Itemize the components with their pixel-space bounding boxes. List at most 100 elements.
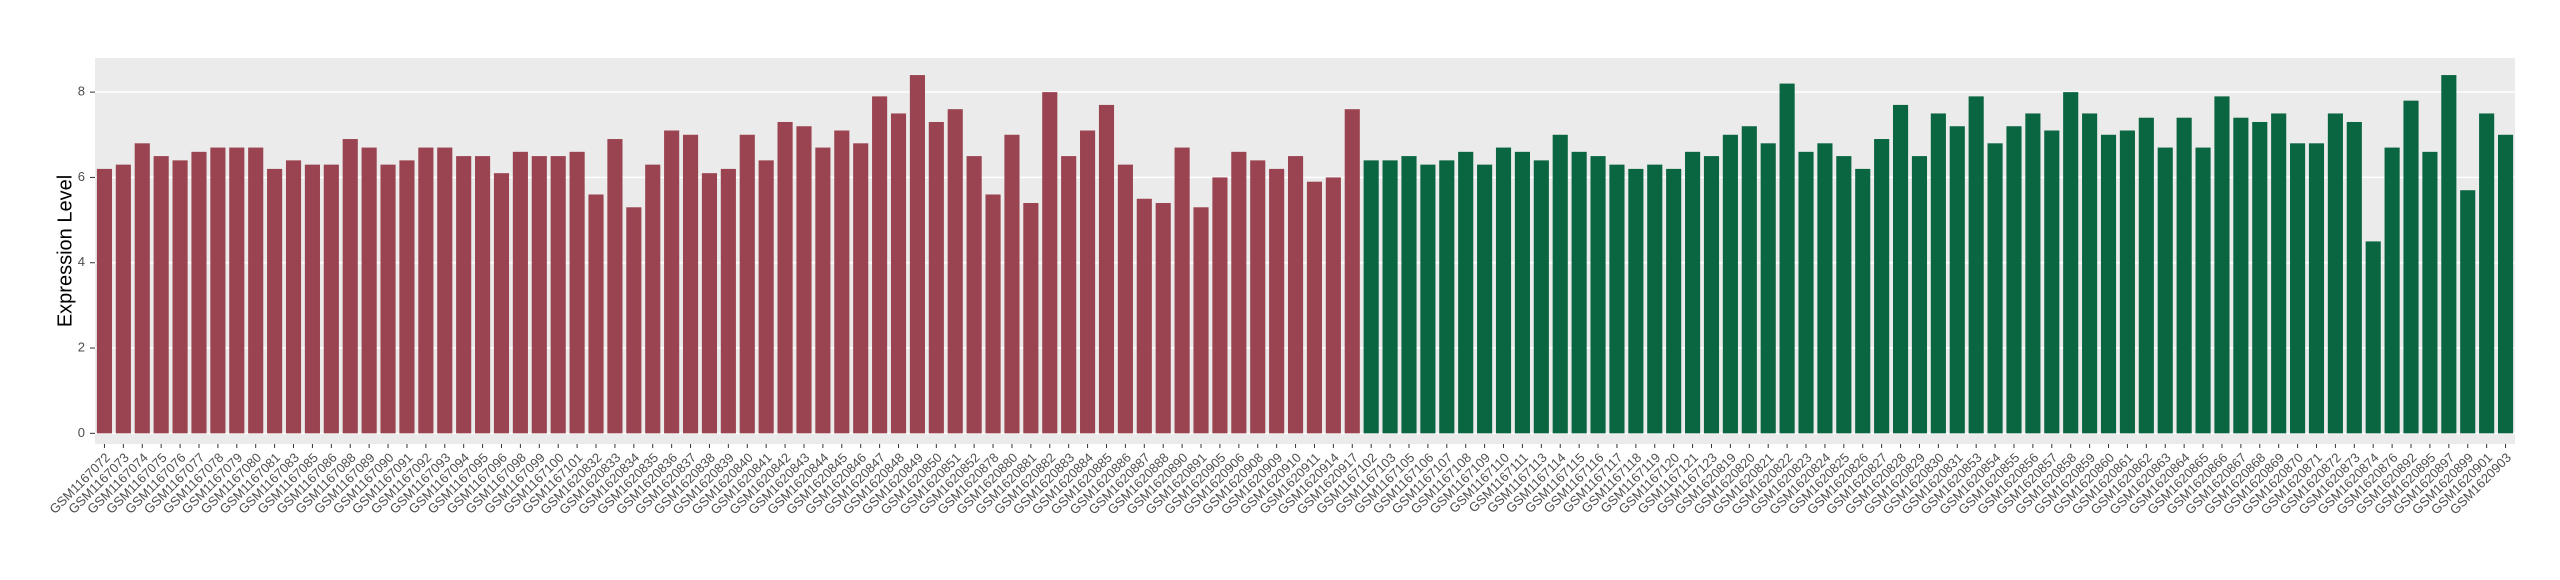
bar: [1080, 130, 1096, 434]
bar: [1420, 164, 1436, 434]
y-axis-title: Expression Level: [54, 175, 76, 327]
bar: [1798, 151, 1814, 434]
bar: [2252, 121, 2268, 434]
bar: [2195, 147, 2211, 434]
bar: [2384, 147, 2400, 434]
bar: [2308, 143, 2325, 434]
bar: [985, 194, 1001, 434]
bar: [2082, 113, 2098, 434]
bar: [1117, 164, 1133, 434]
bar: [1779, 83, 1795, 434]
bar: [1212, 177, 1228, 434]
bar: [1892, 104, 1909, 434]
bar: [2479, 113, 2495, 434]
bar: [739, 134, 755, 434]
bar: [1685, 151, 1701, 434]
bar: [928, 121, 944, 434]
bar: [1042, 92, 1058, 434]
bar: [437, 147, 453, 434]
bar: [1647, 164, 1663, 434]
y-tick-label: 2: [78, 339, 85, 354]
bar: [2271, 113, 2287, 434]
bar: [909, 75, 925, 434]
bar: [1514, 151, 1530, 434]
bar: [626, 207, 642, 434]
bar: [115, 164, 131, 434]
bar: [2327, 113, 2343, 434]
bar: [2100, 134, 2117, 434]
bar: [777, 121, 793, 434]
bar: [1401, 156, 1417, 434]
bar: [1571, 151, 1587, 434]
bar: [1155, 203, 1171, 434]
bar: [1722, 134, 1738, 434]
bar: [2403, 100, 2419, 434]
bar: [1590, 156, 1606, 434]
bar: [664, 130, 680, 434]
bar: [1344, 109, 1360, 434]
bar: [1949, 126, 1965, 434]
bar: [418, 147, 434, 434]
bar: [1287, 156, 1304, 434]
bar: [1855, 168, 1871, 434]
bar: [1004, 134, 1020, 434]
bar: [1023, 203, 1039, 434]
bar: [493, 173, 510, 434]
bar: [1760, 143, 1776, 434]
bar: [1458, 151, 1474, 434]
bar: [1666, 168, 1682, 434]
bar: [1836, 156, 1852, 434]
bar: [248, 147, 264, 434]
bar: [588, 194, 604, 434]
bar: [399, 160, 415, 434]
bar: [1495, 147, 1512, 434]
bar: [853, 143, 869, 434]
bar: [304, 164, 320, 434]
bar: [550, 156, 566, 434]
bar: [210, 147, 226, 434]
bar: [1325, 177, 1341, 434]
bar: [872, 96, 888, 434]
bar: [2290, 143, 2306, 434]
bar: [2346, 121, 2362, 434]
bar: [607, 139, 623, 434]
bar: [456, 156, 472, 434]
bar: [1250, 160, 1266, 434]
bar: [1703, 156, 1720, 434]
bar: [1174, 147, 1190, 434]
bar: [531, 156, 547, 434]
bar: [2441, 75, 2457, 434]
bar: [1231, 151, 1247, 434]
bar: [758, 160, 774, 434]
bar: [645, 164, 661, 434]
bar: [1193, 207, 1209, 434]
bar: [1439, 160, 1455, 434]
bar: [512, 151, 528, 434]
bar: [342, 139, 358, 434]
bar: [720, 168, 736, 434]
bar: [2365, 241, 2381, 434]
bar: [361, 147, 377, 434]
bar: [96, 168, 113, 434]
bar: [2025, 113, 2041, 434]
bar: [153, 156, 169, 434]
bar: [229, 147, 245, 434]
bar: [1269, 168, 1285, 434]
bar: [2422, 151, 2438, 434]
bar: [1098, 104, 1115, 434]
bar: [323, 164, 339, 434]
bar: [2233, 117, 2249, 434]
bar: [1061, 156, 1077, 434]
bar: [701, 173, 718, 434]
bar: [2497, 134, 2514, 434]
bar: [1477, 164, 1493, 434]
bar: [569, 151, 585, 434]
bar: [2138, 117, 2154, 434]
bar: [966, 156, 982, 434]
bar: [1533, 160, 1549, 434]
bar: [191, 151, 207, 434]
bar: [1363, 160, 1379, 434]
bar: [815, 147, 831, 434]
y-tick-label: 8: [78, 84, 85, 99]
bar: [1552, 134, 1568, 434]
